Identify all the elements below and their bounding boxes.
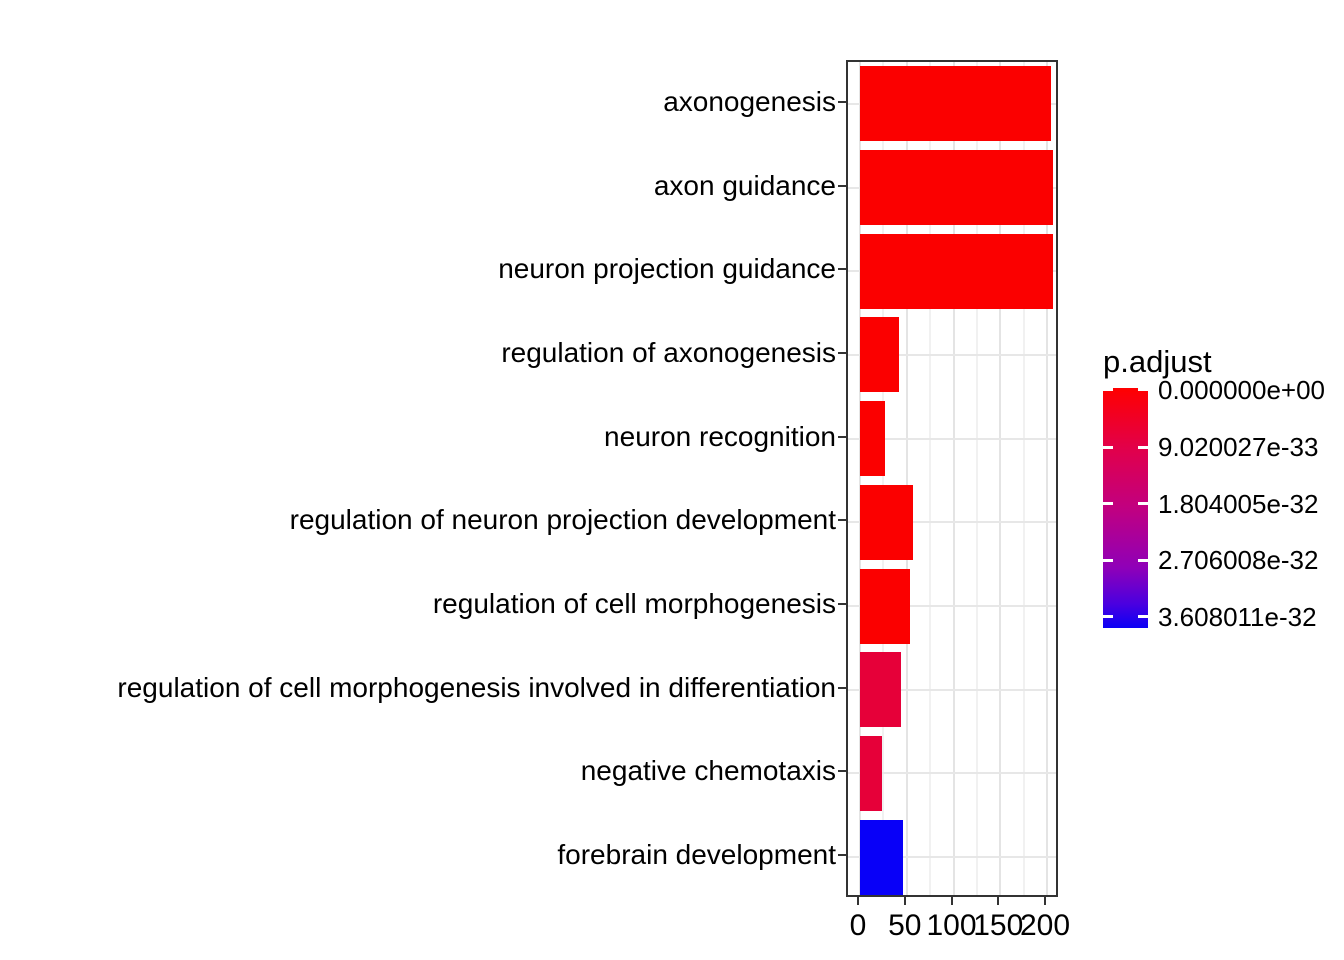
x-tick-label: 50 — [888, 909, 922, 942]
y-axis-tick — [838, 184, 846, 187]
gridline-horizontal-major — [848, 521, 1056, 524]
category-label: regulation of cell morphogenesis involve… — [117, 671, 836, 703]
legend-tick-notch — [1103, 445, 1113, 449]
y-axis-tick — [838, 603, 846, 606]
bar — [860, 819, 903, 895]
gridline-vertical-major — [952, 62, 955, 895]
legend-tick-notch — [1103, 502, 1113, 506]
legend-tick-notch — [1138, 502, 1148, 506]
x-tick-label: 100 — [926, 909, 977, 942]
x-axis-tick — [997, 897, 1000, 905]
bar — [860, 484, 914, 560]
gridline-vertical-minor — [975, 62, 978, 895]
gridline-vertical-major — [999, 62, 1002, 895]
y-axis-tick — [838, 770, 846, 773]
bar — [860, 652, 902, 728]
legend-tick-notch — [1138, 388, 1148, 392]
legend-tick-label: 0.000000e+00 — [1158, 374, 1326, 405]
gridline-horizontal-major — [848, 688, 1056, 691]
category-label: regulation of cell morphogenesis — [432, 588, 836, 620]
bar — [860, 317, 900, 393]
x-axis-tick — [1044, 897, 1046, 905]
gridline-vertical-minor — [1022, 62, 1025, 895]
legend-tick-label: 1.804005e-32 — [1158, 488, 1319, 519]
y-axis-tick — [838, 686, 846, 689]
category-label: regulation of neuron projection developm… — [289, 504, 836, 536]
legend-tick-notch — [1138, 615, 1148, 619]
chart-panel — [846, 60, 1058, 897]
category-label: neuron projection guidance — [498, 253, 836, 285]
gridline-horizontal-major — [848, 605, 1056, 608]
y-axis-tick — [838, 519, 846, 522]
category-label: negative chemotaxis — [580, 755, 836, 787]
x-tick-label: 200 — [1019, 909, 1071, 942]
legend-tick-label: 9.020027e-33 — [1158, 432, 1319, 463]
bar — [860, 401, 886, 477]
bar — [860, 66, 1051, 142]
x-axis-tick — [950, 897, 953, 905]
x-axis-tick — [857, 897, 859, 905]
gridline-horizontal-major — [848, 856, 1056, 859]
category-label: forebrain development — [557, 839, 836, 871]
bar — [860, 735, 883, 811]
bar — [860, 150, 1053, 226]
category-label: regulation of axonogenesis — [501, 336, 836, 368]
category-label: axon guidance — [653, 169, 836, 201]
gridline-vertical-minor — [929, 62, 932, 895]
x-tick-label: 0 — [849, 909, 867, 942]
legend-tick-notch — [1138, 558, 1148, 562]
gridline-vertical-major — [859, 62, 861, 895]
legend-tick-notch — [1138, 445, 1148, 449]
x-axis-tick — [903, 897, 906, 905]
legend-tick-notch — [1103, 558, 1113, 562]
bar — [860, 568, 911, 644]
legend-tick-notch — [1103, 388, 1113, 392]
legend-title: p.adjust — [1103, 344, 1212, 379]
legend-tick-notch — [1103, 615, 1113, 619]
gridline-vertical-major — [1046, 62, 1048, 895]
x-tick-label: 150 — [973, 909, 1024, 942]
gridline-horizontal-major — [848, 437, 1056, 440]
gridline-horizontal-major — [848, 353, 1056, 356]
y-axis-tick — [838, 100, 846, 103]
gridline-vertical-minor — [882, 62, 885, 895]
legend-gradient-bar — [1103, 388, 1148, 628]
legend-tick-label: 2.706008e-32 — [1158, 545, 1319, 576]
category-label: neuron recognition — [604, 420, 836, 452]
y-axis-tick — [838, 435, 846, 438]
y-axis-tick — [838, 854, 846, 857]
bar — [860, 233, 1053, 309]
y-axis-tick — [838, 351, 846, 354]
gridline-horizontal-major — [848, 772, 1056, 775]
category-label: axonogenesis — [663, 85, 836, 117]
gridline-vertical-major — [905, 62, 908, 895]
legend-tick-label: 3.608011e-32 — [1158, 601, 1317, 632]
y-axis-tick — [838, 268, 846, 271]
